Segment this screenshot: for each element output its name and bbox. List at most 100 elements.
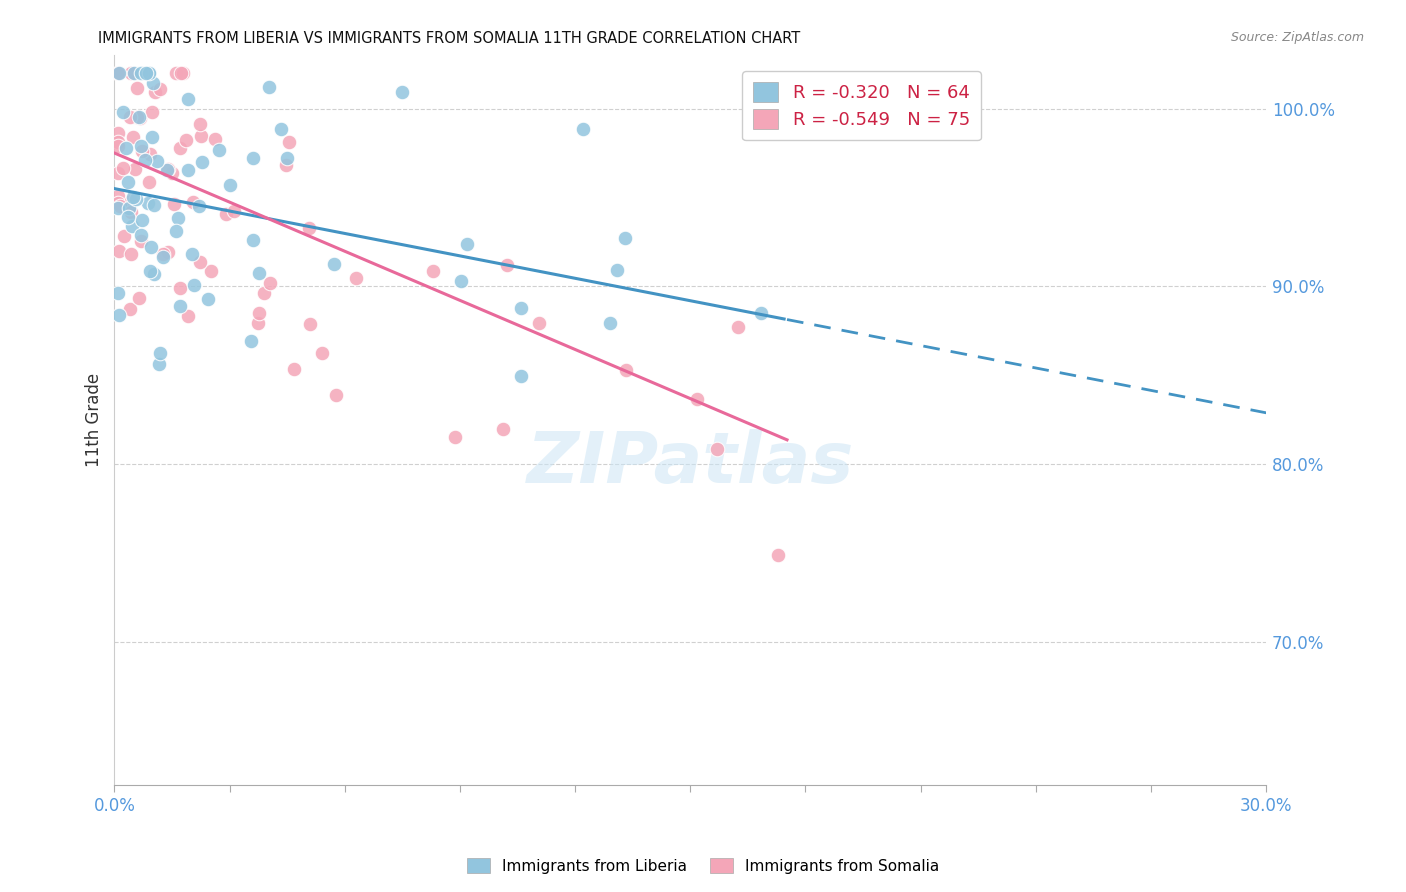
Point [108, 308, 131, 322]
Point [145, 85, 167, 99]
Point [187, 199, 209, 213]
Point [766, 549, 789, 563]
Point [129, 66, 152, 80]
Point [606, 263, 628, 277]
Point [107, 166, 129, 180]
Point [121, 66, 143, 80]
Point [529, 316, 551, 330]
Point [141, 105, 163, 120]
Point [257, 80, 280, 95]
Point [117, 175, 139, 189]
Point [169, 141, 191, 155]
Y-axis label: 11th Grade: 11th Grade [86, 373, 103, 467]
Point [176, 163, 198, 178]
Text: IMMIGRANTS FROM LIBERIA VS IMMIGRANTS FROM SOMALIA 11TH GRADE CORRELATION CHART: IMMIGRANTS FROM LIBERIA VS IMMIGRANTS FR… [98, 31, 800, 46]
Point [325, 388, 347, 402]
Point [118, 301, 141, 316]
Point [117, 211, 139, 225]
Point [169, 281, 191, 295]
Point [276, 151, 298, 165]
Legend: R = -0.320   N = 64, R = -0.549   N = 75: R = -0.320 N = 64, R = -0.549 N = 75 [742, 71, 981, 140]
Point [134, 153, 156, 168]
Point [204, 132, 226, 146]
Point [125, 193, 148, 207]
Point [115, 141, 138, 155]
Point [496, 258, 519, 272]
Point [138, 66, 160, 80]
Point [107, 66, 129, 80]
Point [129, 228, 152, 243]
Text: ZIPatlas: ZIPatlas [527, 429, 853, 499]
Point [120, 205, 142, 219]
Point [136, 196, 159, 211]
Point [128, 111, 150, 125]
Point [152, 250, 174, 264]
Point [108, 244, 131, 258]
Point [270, 121, 292, 136]
Point [146, 153, 169, 168]
Point [142, 76, 165, 90]
Point [167, 211, 190, 226]
Point [259, 276, 281, 290]
Point [172, 66, 194, 80]
Point [107, 126, 129, 140]
Point [177, 309, 200, 323]
Point [128, 292, 150, 306]
Point [111, 161, 134, 176]
Point [239, 334, 262, 349]
Point [107, 138, 129, 153]
Point [121, 219, 143, 233]
Point [283, 362, 305, 376]
Point [107, 285, 129, 300]
Point [138, 175, 160, 189]
Point [107, 135, 129, 149]
Point [156, 162, 179, 177]
Point [135, 66, 157, 80]
Point [143, 198, 166, 212]
Point [129, 138, 152, 153]
Point [253, 286, 276, 301]
Point [215, 207, 238, 221]
Point [148, 357, 170, 371]
Point [450, 274, 472, 288]
Point [190, 117, 212, 131]
Point [492, 422, 515, 436]
Point [120, 194, 142, 209]
Point [117, 199, 139, 213]
Point [299, 317, 322, 331]
Point [456, 236, 478, 251]
Point [727, 319, 749, 334]
Text: Source: ZipAtlas.com: Source: ZipAtlas.com [1230, 31, 1364, 45]
Point [122, 66, 145, 80]
Point [278, 135, 301, 149]
Legend: Immigrants from Liberia, Immigrants from Somalia: Immigrants from Liberia, Immigrants from… [461, 852, 945, 880]
Point [571, 122, 593, 136]
Point [149, 346, 172, 360]
Point [138, 147, 160, 161]
Point [444, 430, 467, 444]
Point [129, 234, 152, 248]
Point [190, 128, 212, 143]
Point [510, 368, 533, 383]
Point [183, 277, 205, 292]
Point [183, 195, 205, 210]
Point [129, 111, 152, 125]
Point [138, 66, 160, 80]
Point [152, 247, 174, 261]
Point [274, 158, 297, 172]
Point [165, 223, 187, 237]
Point [107, 66, 129, 80]
Point [344, 271, 367, 285]
Point [149, 82, 172, 96]
Point [222, 204, 245, 219]
Point [242, 233, 264, 247]
Point [120, 66, 142, 80]
Point [141, 130, 163, 145]
Point [298, 221, 321, 235]
Point [323, 257, 346, 271]
Point [122, 130, 145, 145]
Point [125, 80, 148, 95]
Point [165, 66, 187, 80]
Point [613, 231, 636, 245]
Point [112, 229, 135, 244]
